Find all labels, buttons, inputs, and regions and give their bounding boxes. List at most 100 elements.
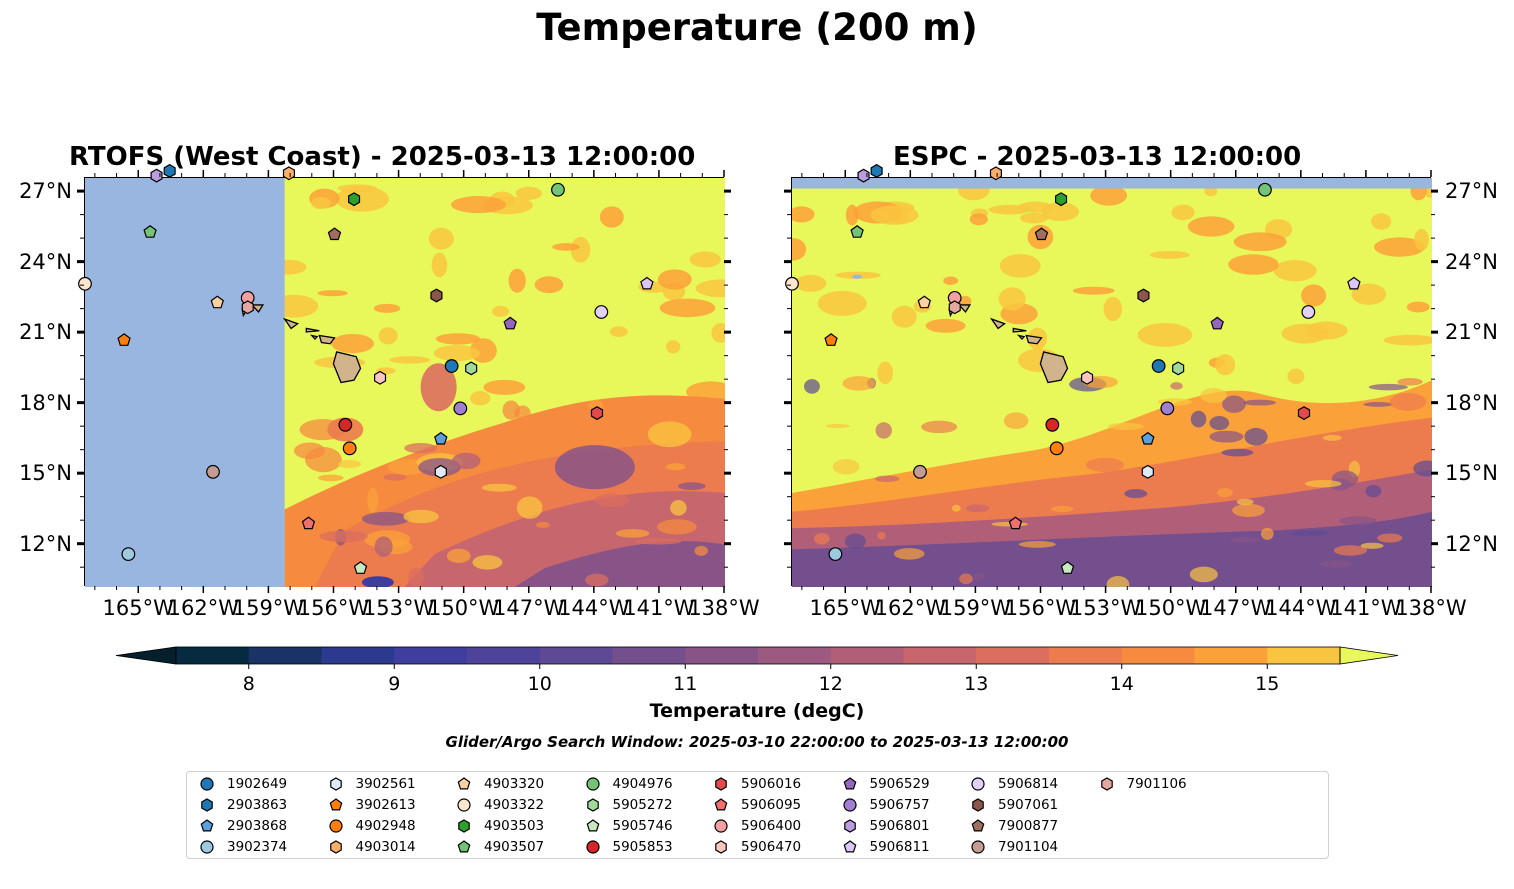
legend-item: 7900877 [968, 816, 1058, 836]
float-marker-3902374[interactable] [121, 547, 136, 561]
float-marker-3902561[interactable] [434, 464, 447, 479]
float-marker-5905853[interactable] [338, 417, 353, 432]
float-marker-3902613[interactable] [824, 333, 838, 346]
hexagon-marker-icon [458, 819, 470, 833]
float-marker-5906757[interactable] [1160, 401, 1175, 416]
float-marker-5906016[interactable] [590, 406, 604, 421]
float-marker-5906811[interactable] [1347, 276, 1361, 290]
legend-marker-4903507[interactable] [457, 840, 471, 853]
float-marker-5906529[interactable] [1210, 316, 1224, 330]
legend-marker-7900877[interactable] [971, 819, 985, 832]
float-marker-4903507[interactable] [850, 225, 864, 238]
legend-marker-5906811[interactable] [843, 840, 856, 853]
float-marker-5907061[interactable] [1137, 288, 1150, 303]
legend-marker-5906016[interactable] [715, 777, 727, 791]
legend-marker-5905853[interactable] [585, 840, 600, 854]
float-marker-5906016[interactable] [1297, 406, 1311, 421]
float-marker-4903507[interactable] [143, 225, 157, 238]
legend-marker-3902374[interactable] [200, 840, 214, 854]
float-marker-7901104[interactable] [206, 464, 220, 479]
legend-marker-2903868[interactable] [200, 819, 214, 832]
legend-label: 4903322 [484, 797, 545, 813]
espc-field[interactable] [785, 163, 1432, 587]
lon-label-150°W: 150°W [427, 596, 500, 620]
legend-marker-4903014[interactable] [329, 840, 342, 854]
float-marker-4903503[interactable] [1055, 192, 1068, 207]
legend-marker-4902948[interactable] [328, 819, 343, 833]
legend-marker-5907061[interactable] [972, 798, 984, 812]
legend-marker-5906095[interactable] [714, 798, 728, 811]
legend-marker-5905272[interactable] [586, 798, 599, 812]
legend-label: 4902948 [355, 818, 416, 834]
legend-item: 5906529 [840, 774, 930, 794]
legend-marker-4903320[interactable] [457, 777, 471, 790]
float-marker-4902948[interactable] [1049, 441, 1064, 456]
float-marker-4903014[interactable] [282, 166, 295, 181]
float-marker-7901104[interactable] [913, 464, 927, 479]
float-marker-4903322[interactable] [78, 276, 92, 291]
float-marker-5905272[interactable] [465, 361, 478, 376]
legend-marker-5906757[interactable] [842, 798, 857, 812]
float-marker-5906801[interactable] [857, 168, 870, 183]
float-marker-3902613[interactable] [117, 333, 131, 346]
float-marker-4904976[interactable] [551, 182, 565, 197]
float-marker-5905746[interactable] [1060, 561, 1075, 574]
float-marker-2903863[interactable] [163, 163, 176, 178]
float-marker-5906814[interactable] [594, 305, 609, 319]
legend-label: 4903320 [484, 776, 545, 792]
float-marker-5906757[interactable] [453, 401, 468, 416]
legend-item: 1902649 [197, 774, 287, 794]
float-marker-2903868[interactable] [434, 431, 448, 445]
legend-marker-3902613[interactable] [329, 798, 342, 811]
float-marker-3902374[interactable] [828, 547, 843, 561]
float-marker-5905272[interactable] [1172, 361, 1185, 376]
float-marker-5906095[interactable] [1008, 516, 1023, 530]
float-marker-5906470[interactable] [374, 370, 387, 385]
float-marker-7900877[interactable] [327, 227, 342, 241]
float-marker-5906470[interactable] [1081, 370, 1094, 385]
hexagon-marker-icon [329, 777, 342, 791]
legend-marker-4903322[interactable] [457, 798, 471, 812]
espc-map[interactable] [783, 163, 1438, 593]
float-marker-1902649[interactable] [444, 359, 459, 373]
float-marker-1902649[interactable] [1151, 359, 1166, 373]
float-marker-4903320[interactable] [917, 295, 932, 309]
float-marker-4903014[interactable] [989, 166, 1002, 181]
float-marker-5906529[interactable] [503, 316, 517, 330]
float-marker-5906814[interactable] [1301, 305, 1316, 319]
rtofs-map[interactable] [76, 163, 731, 593]
legend-label: 5906529 [869, 776, 930, 792]
float-marker-5906095[interactable] [301, 516, 316, 530]
legend-marker-5906470[interactable] [715, 840, 727, 854]
float-marker-4903322[interactable] [785, 276, 799, 291]
float-marker-4904976[interactable] [1258, 182, 1272, 197]
legend-marker-4904976[interactable] [585, 777, 600, 791]
legend-marker-2903863[interactable] [201, 798, 213, 812]
float-marker-4903503[interactable] [348, 192, 361, 207]
float-marker-5905746[interactable] [353, 561, 368, 574]
legend-marker-7901104[interactable] [971, 840, 985, 854]
legend-marker-5906814[interactable] [971, 777, 985, 791]
float-marker-7901106[interactable] [241, 300, 254, 315]
float-marker-2903863[interactable] [870, 163, 883, 178]
legend-marker-5906801[interactable] [843, 819, 856, 833]
legend-marker-5906400[interactable] [714, 819, 728, 833]
float-marker-5907061[interactable] [430, 288, 443, 303]
float-marker-3902561[interactable] [1141, 464, 1154, 479]
legend-marker-1902649[interactable] [200, 777, 214, 791]
float-marker-5906801[interactable] [150, 168, 163, 183]
circle-marker-icon [585, 777, 600, 791]
rtofs-field[interactable] [78, 163, 725, 587]
legend-marker-5906529[interactable] [843, 777, 856, 790]
float-marker-2903868[interactable] [1141, 431, 1155, 445]
legend-marker-3902561[interactable] [329, 777, 342, 791]
legend-marker-7901106[interactable] [1100, 777, 1113, 791]
float-marker-4902948[interactable] [342, 441, 357, 456]
float-marker-7900877[interactable] [1034, 227, 1049, 241]
float-marker-4903320[interactable] [210, 295, 225, 309]
float-marker-7901106[interactable] [948, 300, 961, 315]
float-marker-5906811[interactable] [640, 276, 654, 290]
legend-marker-4903503[interactable] [458, 819, 470, 833]
legend-marker-5905746[interactable] [586, 819, 599, 832]
float-marker-5905853[interactable] [1045, 417, 1060, 432]
